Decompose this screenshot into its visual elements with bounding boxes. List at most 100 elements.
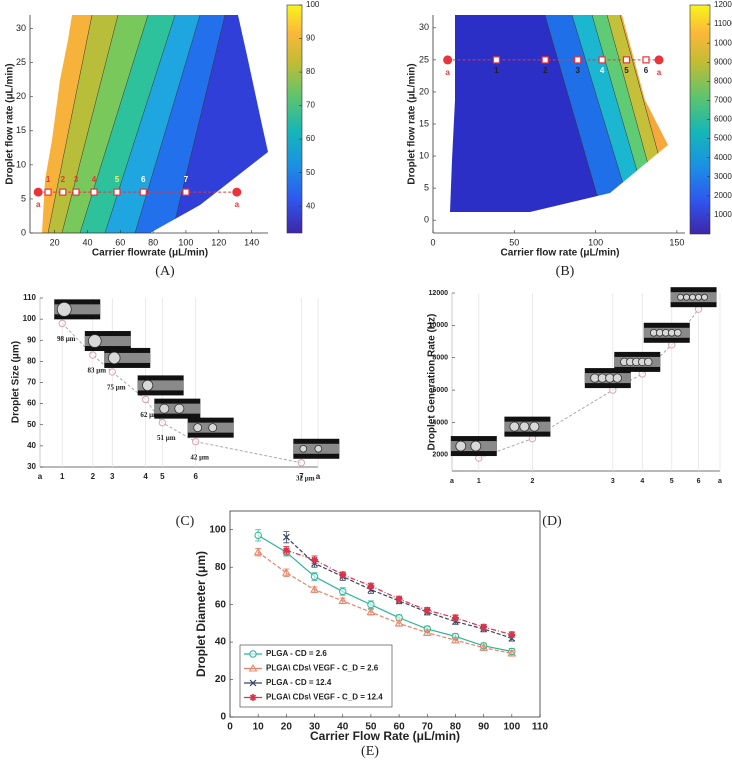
data-point <box>479 643 489 651</box>
x-tick-label: 0 <box>227 722 233 733</box>
axes-frame <box>229 510 541 718</box>
y-tick-label: 80 <box>27 356 36 365</box>
panel: 0 10 20 30 40 50 60 70 80 90 100 110 0 20 40 60 80 100 Car… <box>194 510 549 759</box>
y-tick-label: 20 <box>16 91 26 101</box>
series-line <box>257 534 512 653</box>
x-tick-label: 50 <box>365 722 377 733</box>
data-point <box>423 606 431 614</box>
droplet <box>193 423 203 433</box>
y-tick-label: 70 <box>27 378 36 387</box>
point <box>622 56 631 64</box>
data-point <box>158 418 167 427</box>
droplet <box>314 444 323 453</box>
value-label: 62 μm <box>140 411 159 419</box>
droplet <box>509 421 520 432</box>
colorbar-label: 11000 <box>714 19 732 28</box>
x-axis-label: Carrier flow rate (μL/min) <box>501 248 620 259</box>
caption: (C) <box>176 514 195 529</box>
x-tick-label: 40 <box>337 722 349 733</box>
x-tick-label: 120 <box>211 237 226 247</box>
panel: a 1 2 3 4 5 6 a 2000 4000 6000 8000 10000 12000 Drople… <box>427 287 722 529</box>
point <box>59 188 67 196</box>
colorbar-label: 9000 <box>714 57 732 66</box>
droplet <box>56 301 72 317</box>
colorbar-label: 50 <box>306 168 315 177</box>
point-label: 3 <box>575 66 580 75</box>
point <box>574 56 582 64</box>
contour-fill <box>42 15 268 233</box>
series-line <box>285 536 513 639</box>
colorbar-label: 6000 <box>714 115 732 124</box>
data-point <box>507 648 517 657</box>
colorbar-label: 10000 <box>714 38 732 47</box>
data-point <box>281 568 291 576</box>
colorbar-label: 1000 <box>714 210 732 219</box>
y-tick-label: 40 <box>215 637 227 648</box>
y-tick-label: 60 <box>27 399 36 408</box>
y-tick-label: 30 <box>27 462 36 471</box>
point <box>44 188 52 196</box>
legend-marker <box>249 679 257 687</box>
droplet <box>470 440 482 452</box>
caption: (D) <box>542 514 562 529</box>
y-tick-label: 30 <box>16 23 26 33</box>
point-label: a <box>235 200 240 209</box>
data-point <box>311 556 319 564</box>
value-label: 83 μm <box>88 367 107 375</box>
contour-band <box>135 15 225 233</box>
y-tick-label: 100 <box>23 314 37 323</box>
y-axis-label: Droplet flow rate (μL/min) <box>407 63 418 184</box>
y-tick-label: 20 <box>215 674 227 685</box>
y-tick-label: 110 <box>23 293 36 302</box>
data-point <box>254 531 262 540</box>
y-tick-label: 5 <box>424 182 429 192</box>
data-point <box>480 623 488 631</box>
data-point <box>191 437 200 446</box>
point <box>72 188 80 196</box>
point-label: 2 <box>61 175 66 184</box>
droplet <box>695 293 702 301</box>
y-axis-label: Droplet Diameter (μm) <box>194 551 208 677</box>
legend-label: PLGA\ CDs\ VEGF - C_D = 2.6 <box>266 664 379 673</box>
droplet <box>689 293 696 301</box>
data-point <box>108 368 116 376</box>
droplet <box>529 421 540 432</box>
contour-line <box>61 15 119 233</box>
point <box>598 56 606 64</box>
contour-band <box>105 15 200 233</box>
droplet <box>159 403 170 414</box>
x-tick-label: a <box>316 472 321 481</box>
point-label: 7 <box>184 175 189 184</box>
contour-line <box>171 15 226 233</box>
y-tick-label: 12000 <box>429 290 449 297</box>
colorbar-label: 80 <box>306 67 315 76</box>
x-tick-label: 0 <box>430 237 435 247</box>
data-point <box>367 582 375 590</box>
channel <box>137 380 184 391</box>
x-axis-label: Carrier Flow Rate (μL/min) <box>310 729 460 743</box>
legend-box <box>239 644 393 708</box>
colorbar <box>286 4 303 234</box>
legend-marker <box>248 664 258 672</box>
x-tick-label: 70 <box>422 722 434 733</box>
x-tick-label: 5 <box>670 478 674 485</box>
contour-line <box>619 15 668 212</box>
point-label: a <box>36 200 41 209</box>
channel <box>54 304 101 315</box>
y-tick-label: 0 <box>220 712 226 723</box>
x-tick-label: 20 <box>281 722 293 733</box>
x-tick-label: 140 <box>244 237 259 247</box>
contour-band <box>80 15 175 233</box>
droplet <box>683 293 690 301</box>
x-tick-label: 100 <box>588 237 603 247</box>
x-tick-label: 3 <box>110 472 115 481</box>
x-tick-label: 60 <box>115 237 125 247</box>
x-tick-label: 20 <box>50 237 60 247</box>
y-tick-label: 15 <box>16 125 26 135</box>
x-tick-label: 10 <box>253 722 265 733</box>
caption: (E) <box>361 744 379 759</box>
contour-band <box>545 15 638 212</box>
contour-line <box>79 15 149 233</box>
